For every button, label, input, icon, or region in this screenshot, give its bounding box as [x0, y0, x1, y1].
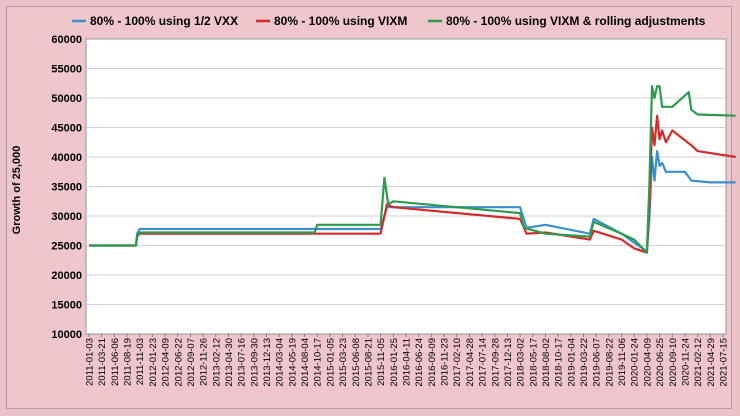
legend-label: 80% - 100% using VIXM & rolling adjustme…	[446, 14, 706, 28]
x-tick-label: 2018-10-17	[554, 338, 565, 387]
y-tick-label: 10000	[51, 329, 82, 341]
x-tick-label: 2020-01-24	[630, 338, 641, 387]
x-tick-label: 2016-11-23	[440, 338, 451, 386]
x-tick-label: 2017-02-10	[452, 338, 463, 387]
y-tick-label: 25000	[51, 241, 82, 253]
y-tick-label: 45000	[51, 123, 82, 135]
series-lines	[89, 85, 736, 254]
x-tick-label: 2021-07-15	[719, 338, 730, 387]
x-tick-label: 2019-08-22	[604, 338, 615, 387]
x-tick-labels: 2011-01-03 2011-03-21 2011-06-06 2011-08-19…	[85, 334, 730, 387]
x-tick-label: 2014-03-04	[275, 338, 286, 387]
gridlines	[86, 68, 726, 305]
x-tick-label: 2015-06-08	[351, 338, 362, 387]
x-tick-label: 2013-09-30	[249, 338, 260, 387]
x-tick-label: 2013-02-12	[211, 338, 222, 387]
x-tick-label: 2014-10-17	[313, 338, 324, 387]
y-tick-label: 35000	[51, 182, 82, 194]
x-tick-label: 2020-09-10	[668, 338, 679, 387]
x-tick-label: 2017-07-14	[478, 338, 489, 387]
x-tick-label: 2012-11-26	[199, 338, 210, 386]
x-tick-label: 2020-11-24	[680, 338, 691, 386]
x-tick-label: 2011-03-21	[97, 338, 108, 386]
x-tick-label: 2017-04-28	[465, 338, 476, 387]
series-line	[89, 114, 736, 254]
x-tick-label: 2015-11-05	[376, 338, 387, 386]
y-tick-label: 55000	[51, 64, 82, 76]
x-tick-label: 2014-08-04	[300, 338, 311, 387]
x-tick-label: 2015-08-21	[363, 338, 374, 387]
x-tick-label: 2021-02-12	[693, 338, 704, 387]
x-tick-label: 2016-09-09	[427, 338, 438, 387]
x-tick-label: 2017-12-13	[503, 338, 514, 387]
y-tick-label: 40000	[51, 152, 82, 164]
x-tick-label: 2011-11-03	[135, 338, 146, 385]
y-tick-label: 60000	[51, 34, 82, 46]
x-tick-label: 2021-04-29	[706, 338, 717, 387]
x-tick-label: 2019-06-07	[592, 338, 603, 387]
x-tick-label: 2020-04-09	[642, 338, 653, 387]
x-tick-label: 2018-03-02	[516, 338, 527, 387]
x-tick-label: 2019-11-06	[617, 338, 628, 386]
series-line	[89, 85, 736, 254]
x-tick-label: 2012-06-22	[173, 338, 184, 387]
x-tick-label: 2011-06-06	[110, 338, 121, 386]
y-tick-labels: 10000 15000 20000 25000 30000 35000 40000 45000…	[51, 34, 82, 341]
x-tick-label: 2015-01-05	[325, 338, 336, 387]
x-tick-label: 2016-04-11	[402, 338, 413, 386]
y-axis-label: Growth of 25,000	[11, 146, 23, 235]
x-tick-label: 2012-04-09	[161, 338, 172, 387]
x-tick-label: 2013-04-30	[224, 338, 235, 387]
x-tick-label: 2020-06-25	[655, 338, 666, 387]
legend: 80% - 100% using 1/2 VXX 80% - 100% using…	[72, 14, 706, 28]
y-tick-label: 20000	[51, 270, 82, 282]
x-tick-label: 2013-07-16	[237, 338, 248, 387]
x-tick-label: 2016-06-24	[414, 338, 425, 387]
x-tick-label: 2019-01-04	[566, 338, 577, 387]
x-tick-label: 2016-01-25	[389, 338, 400, 387]
x-tick-label: 2013-12-13	[262, 338, 273, 387]
x-tick-label: 2011-01-03	[85, 338, 96, 386]
legend-label: 80% - 100% using 1/2 VXX	[90, 14, 238, 28]
x-tick-label: 2012-01-23	[148, 338, 159, 387]
y-tick-label: 30000	[51, 211, 82, 223]
x-tick-label: 2011-08-19	[123, 338, 134, 386]
x-tick-label: 2018-05-17	[528, 338, 539, 387]
y-tick-label: 15000	[51, 300, 82, 312]
x-tick-label: 2017-09-28	[490, 338, 501, 387]
x-tick-label: 2014-05-19	[287, 338, 298, 387]
x-tick-label: 2018-08-02	[541, 338, 552, 387]
x-tick-label: 2012-09-07	[186, 338, 197, 387]
x-tick-label: 2019-03-22	[579, 338, 590, 387]
x-tick-label: 2015-03-23	[338, 338, 349, 387]
legend-label: 80% - 100% using VIXM	[274, 14, 407, 28]
y-tick-label: 50000	[51, 93, 82, 105]
